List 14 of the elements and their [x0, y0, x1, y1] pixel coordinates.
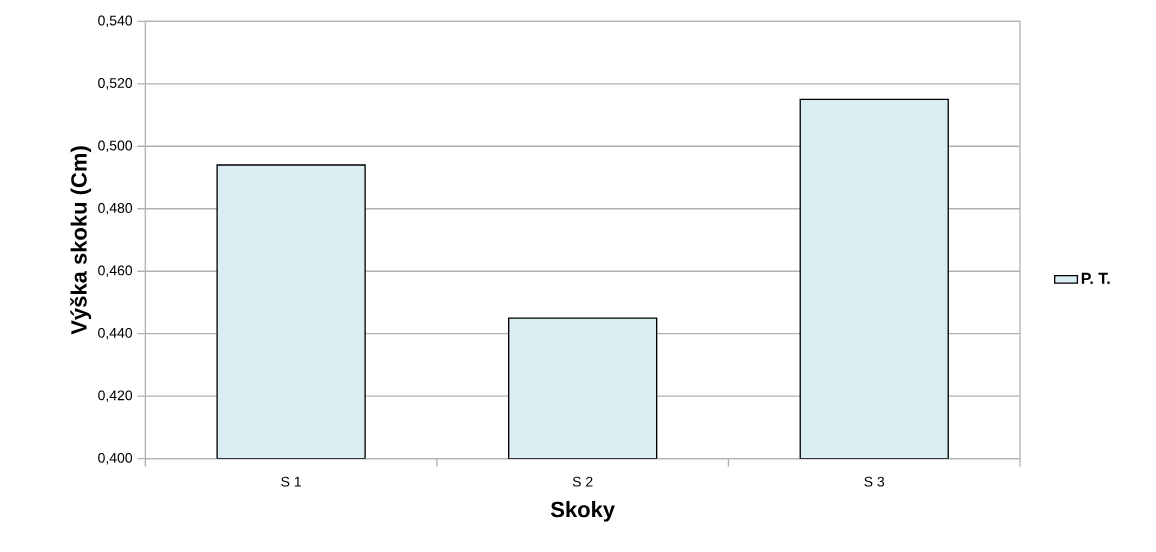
y-tick-label: 0,460 [98, 265, 133, 278]
x-tick-label: S 3 [864, 476, 885, 487]
y-axis-title: Výška skoku (Cm) [70, 146, 92, 335]
y-tick-label: 0,440 [98, 327, 133, 340]
legend-label: P. T. [1081, 272, 1110, 284]
y-tick-label: 0,420 [98, 390, 133, 402]
x-axis-title: Skoky [550, 501, 615, 522]
y-tick-label: 0,400 [98, 452, 133, 465]
y-tick-label: 0,480 [98, 202, 133, 215]
y-tick-label: 0,520 [98, 78, 133, 90]
y-tick-label: 0,540 [98, 15, 133, 28]
x-tick-label: S 2 [572, 476, 593, 487]
x-tick-label: S 1 [281, 476, 301, 487]
y-tick-label: 0,500 [98, 140, 133, 153]
